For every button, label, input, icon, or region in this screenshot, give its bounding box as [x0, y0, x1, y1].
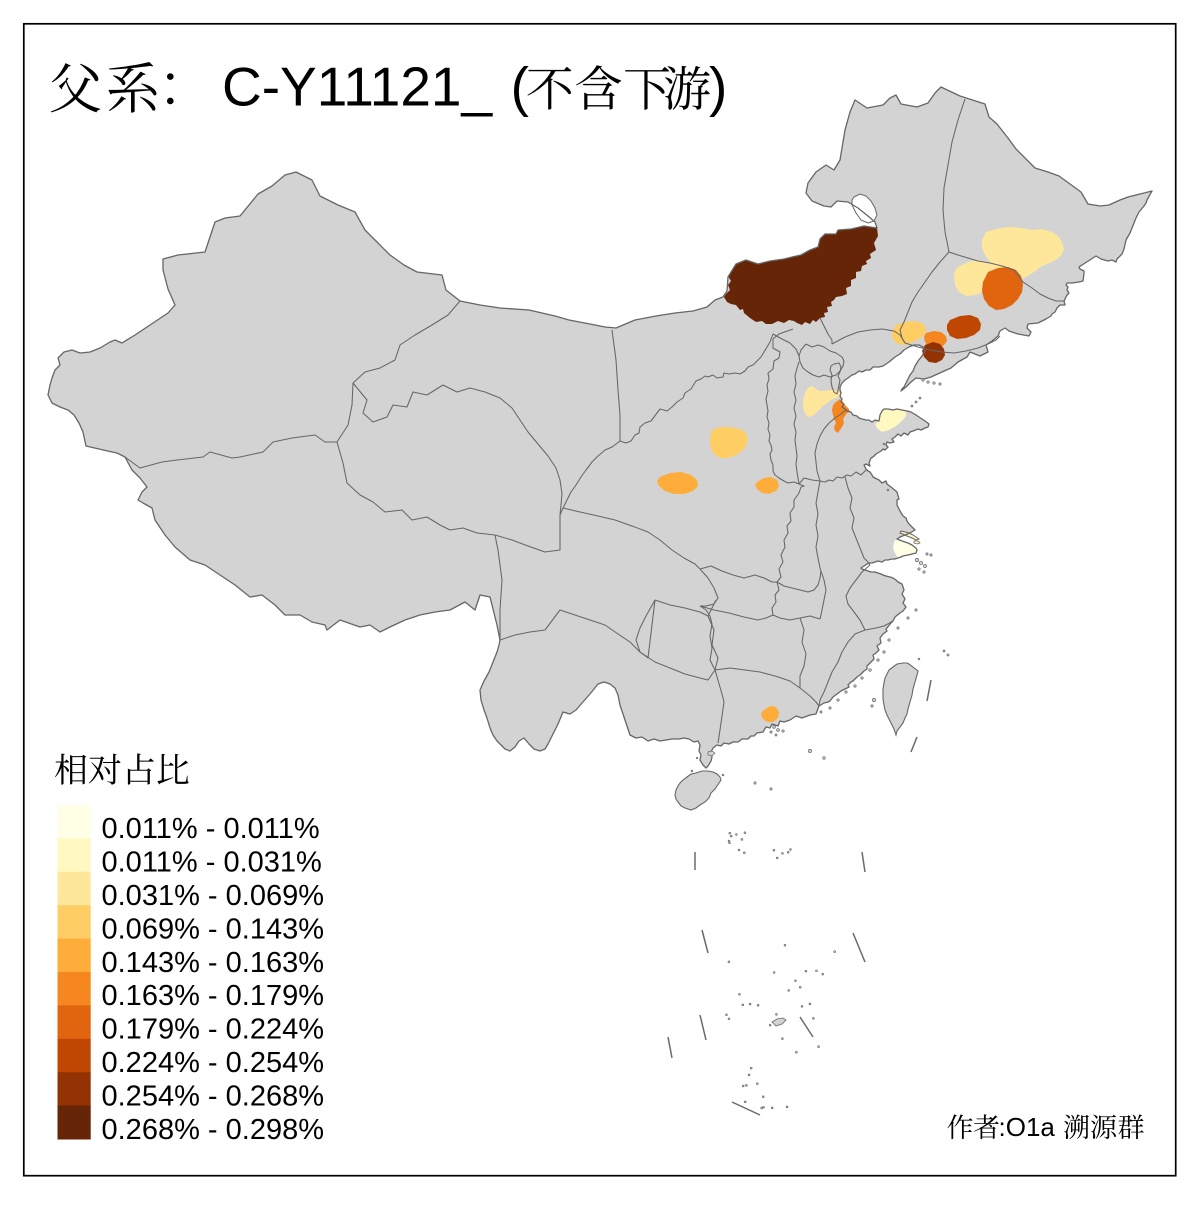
- svg-text:0.268% - 0.298%: 0.268% - 0.298%: [102, 1114, 324, 1146]
- svg-text:0.163% - 0.179%: 0.163% - 0.179%: [102, 980, 324, 1012]
- svg-text::O1a: :O1a: [999, 1112, 1056, 1142]
- svg-text:C-Y11121_: C-Y11121_: [222, 56, 493, 118]
- svg-text:0.069% - 0.143%: 0.069% - 0.143%: [102, 913, 324, 945]
- svg-text:0.011% - 0.031%: 0.011% - 0.031%: [102, 847, 322, 879]
- svg-text:0.143% - 0.163%: 0.143% - 0.163%: [102, 947, 324, 979]
- svg-text:0.031% - 0.069%: 0.031% - 0.069%: [102, 880, 324, 912]
- svg-text:0.224% - 0.254%: 0.224% - 0.254%: [102, 1047, 324, 1079]
- svg-text:): ): [709, 56, 727, 118]
- svg-text:(: (: [511, 56, 529, 118]
- svg-text:0.011% - 0.011%: 0.011% - 0.011%: [102, 813, 320, 845]
- svg-text:0.179% - 0.224%: 0.179% - 0.224%: [102, 1014, 324, 1046]
- svg-text:0.254% - 0.268%: 0.254% - 0.268%: [102, 1080, 324, 1112]
